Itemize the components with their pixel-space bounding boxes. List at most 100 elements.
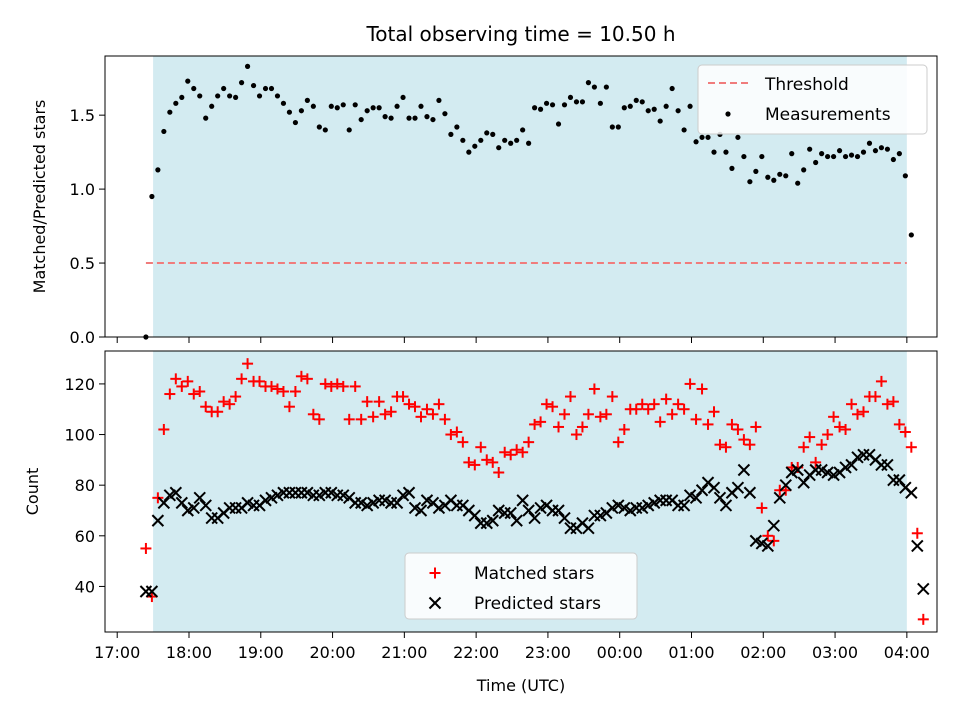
measurement-point [609,124,615,130]
predicted-star-point [139,585,153,598]
measurement-point [430,116,436,123]
measurement-point [412,115,418,121]
measurement-point [502,137,508,143]
matched-star-point [636,398,648,410]
measurement-point [729,165,735,171]
matched-star-point [224,398,236,410]
matched-star-point [648,398,660,410]
matched-star-point [911,527,923,539]
matched-star-point [212,406,224,418]
matched-star-point [816,439,828,451]
cross-b [241,496,254,510]
measurement-point [185,78,191,84]
predicted-star-point [761,539,775,553]
predicted-star-point [707,481,721,494]
measurement-point [579,99,586,105]
measurement-point [860,149,867,155]
cross-b [558,511,571,525]
measurement-point [771,177,777,183]
measurement-point [448,131,454,137]
cross-b [683,489,697,502]
count-y-axis-label: Count [23,468,42,516]
cross-b [325,486,338,499]
matched-star-point [236,373,248,385]
measurement-point [268,85,275,92]
cross-b [552,504,565,517]
measurement-point [352,102,358,108]
x-tick-label: 21:00 [381,643,427,662]
predicted-star-point [468,509,482,522]
legend-matched-label: Matched stars [474,564,594,584]
cross-b [677,499,691,512]
measurement-point [520,127,526,133]
cross-b [899,481,912,494]
cross-b [426,496,440,510]
matched-star-point [379,408,391,420]
matched-star-point [618,423,630,435]
predicted-star-point [528,511,541,525]
cross-b [713,491,727,505]
measurement-point [358,116,364,123]
matched-star-point [804,431,816,443]
measurement-point [699,134,705,140]
predicted-star-point [677,499,691,512]
predicted-star-point [402,486,416,499]
measurement-point [896,151,902,157]
matched-star-point [726,418,738,430]
predicted-star-point [169,486,183,499]
cross-b [743,486,757,499]
cross-b [414,504,428,517]
matched-star-point [696,383,708,395]
measurement-point [789,151,795,157]
predicted-star-point [719,499,733,512]
matched-star-point [732,423,744,435]
matched-star-point [475,441,487,453]
measurement-point [244,63,251,69]
matched-star-point [672,398,684,410]
cross-b [797,476,810,489]
legend-threshold-label: Threshold [764,75,849,95]
ratio-panel: 0.0 0.5 1.0 1.5 Matched/Predicted stars Thr… [30,55,938,347]
matched-star-point [140,542,152,554]
y-tick-label: 40 [75,577,95,596]
measurement-point [514,137,520,143]
matched-star-point [415,411,427,423]
predicted-star-point [767,519,781,532]
measurement-point [741,153,747,160]
ratio-legend: Threshold Measurements [697,64,928,135]
predicted-star-point [414,504,428,517]
measurement-point [813,159,819,166]
matched-star-point [678,403,690,415]
measurement-point [442,111,448,117]
cross-b [175,496,189,510]
measurement-point [627,103,633,109]
cross-b [881,458,894,472]
measurement-point [215,93,221,99]
matched-star-point [666,408,678,420]
cross-b [845,458,858,472]
measurement-point [819,151,825,157]
cross-b [749,534,763,548]
measurement-point [274,93,281,99]
matched-star-point [152,492,164,504]
matched-star-point [325,380,337,392]
matched-star-point [337,380,349,392]
cross-b [301,486,314,499]
matched-star-point [720,441,732,453]
measurement-point [227,93,233,99]
measurement-point [848,152,855,158]
cross-b [468,509,482,522]
matched-star-point [744,439,756,451]
matched-star-point [594,411,606,423]
cross-b [145,585,159,598]
matched-star-point [361,396,373,408]
predicted-star-point [797,476,810,489]
predicted-star-point [845,458,858,472]
cross-b [689,491,703,505]
y-tick-label: 0.0 [70,328,95,347]
cross-b [755,537,769,550]
measurement-point [693,139,699,145]
matched-star-point [887,396,899,408]
cross-b [169,486,183,499]
cross-b [665,494,679,507]
